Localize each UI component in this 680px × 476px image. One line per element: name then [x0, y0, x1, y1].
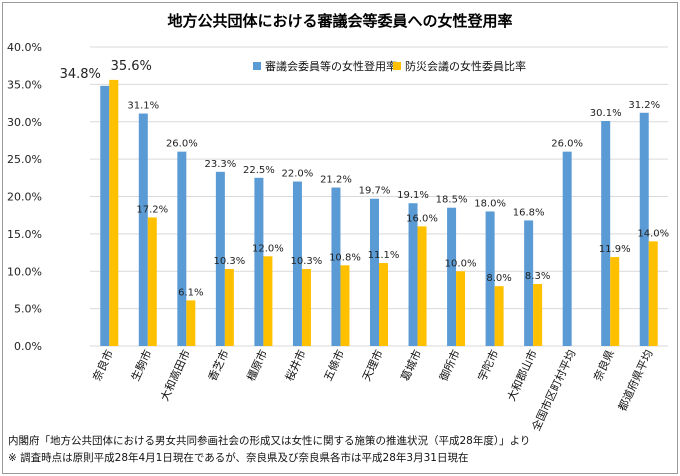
data-label: 11.1% — [368, 250, 400, 261]
x-category-label: 都道府県平均 — [615, 347, 656, 413]
data-label: 21.2% — [320, 175, 352, 186]
x-category-label: 御所市 — [436, 347, 463, 383]
bar-council-10 — [485, 211, 495, 346]
bar-disaster-7 — [379, 263, 388, 346]
chart-title: 地方公共団体における審議会等委員への女性登用率 — [167, 12, 513, 30]
bar-council-12 — [562, 151, 572, 346]
y-tick-label: 0.0% — [14, 340, 42, 353]
x-axis-categories: 奈良市 生駒市 大和高田市 香芝市 橿原市 桜井市 五條市 天理市 葛城市 御所市 宇陀市 大和郡山市… — [89, 347, 655, 433]
x-category-label: 大和高田市 — [157, 347, 193, 403]
y-tick-label: 20.0% — [7, 191, 42, 204]
survey-note: ※ 調査時点は原則平成28年4月1日現在であるが、奈良県及び奈良県各市は平成28… — [8, 452, 469, 464]
data-label: 18.0% — [474, 198, 506, 209]
data-label: 12.0% — [252, 243, 284, 254]
data-label: 30.1% — [590, 108, 622, 119]
x-category-label: 橿原市 — [243, 347, 270, 383]
data-labels: 34.8% 35.6% 31.1% 17.2% 26.0% 6.1% 23.3% 10.3% 2… — [60, 59, 670, 298]
bar-disaster-1 — [147, 217, 157, 346]
bar-council-9 — [447, 207, 457, 346]
data-label: 16.0% — [406, 213, 438, 224]
bar-council-1 — [138, 113, 148, 346]
data-label: 10.3% — [213, 256, 245, 267]
bar-disaster-2 — [186, 300, 196, 346]
bar-disaster-4 — [263, 256, 273, 346]
bar-disaster-9 — [456, 271, 466, 346]
bar-disaster-13 — [610, 257, 620, 346]
x-category-label: 天理市 — [359, 347, 386, 383]
legend-swatch — [393, 62, 401, 70]
legend: 審議会委員等の女性登用率 防災会議の女性委員比率 — [253, 59, 526, 73]
bar-council-5 — [292, 181, 302, 346]
bar-council-13 — [601, 121, 611, 346]
bar-council-3 — [215, 171, 225, 346]
data-label: 18.5% — [436, 195, 468, 206]
data-label: 8.0% — [486, 273, 511, 284]
data-label: 17.2% — [136, 204, 168, 215]
y-tick-label: 30.0% — [7, 116, 42, 129]
source-note: 内閣府「地方公共団体における男女共同参画社会の形成又は女性に関する施策の推進状況… — [8, 435, 531, 447]
bar-council-0 — [100, 85, 110, 347]
data-label: 6.1% — [178, 287, 203, 298]
data-label: 31.1% — [127, 101, 159, 112]
data-label: 34.8% — [60, 67, 101, 82]
data-label: 35.6% — [111, 59, 152, 74]
data-label: 22.0% — [282, 169, 314, 180]
legend-label: 防災会議の女性委員比率 — [405, 59, 526, 73]
bar-council-6 — [331, 187, 341, 346]
data-label: 14.0% — [637, 228, 669, 239]
y-tick-label: 40.0% — [7, 41, 42, 54]
x-category-label: 大和郡山市 — [504, 347, 540, 403]
data-label: 23.3% — [204, 159, 236, 170]
bar-council-7 — [370, 198, 379, 346]
data-label: 31.2% — [628, 100, 660, 111]
bar-disaster-5 — [301, 269, 311, 346]
data-label: 10.0% — [445, 258, 477, 269]
x-category-label: 桜井市 — [282, 347, 309, 383]
x-category-label: 奈良市 — [89, 347, 116, 383]
bar-disaster-10 — [494, 286, 504, 346]
y-axis: 0.0% 5.0% 10.0% 15.0% 20.0% 25.0% 30.0% 35.0% 40… — [7, 41, 42, 353]
legend-swatch — [253, 62, 261, 70]
data-label: 26.0% — [551, 139, 583, 150]
data-label: 10.8% — [329, 252, 361, 263]
bar-disaster-6 — [340, 265, 350, 346]
x-category-label: 宇陀市 — [475, 347, 502, 383]
bar-council-11 — [524, 220, 534, 346]
x-category-label: 香芝市 — [205, 347, 232, 383]
bar-disaster-11 — [533, 283, 543, 346]
bar-disaster-8 — [417, 226, 427, 346]
x-category-label: 葛城市 — [398, 347, 425, 383]
y-tick-label: 15.0% — [7, 228, 42, 241]
bar-council-4 — [254, 177, 264, 346]
data-label: 19.1% — [397, 190, 429, 201]
x-category-label: 奈良県 — [590, 347, 617, 383]
bar-disaster-3 — [224, 269, 234, 346]
bar-council-14 — [639, 112, 649, 346]
bar-disaster-14 — [648, 241, 658, 346]
legend-label: 審議会委員等の女性登用率 — [265, 59, 397, 73]
data-label: 10.3% — [291, 256, 323, 267]
x-category-label: 五條市 — [321, 347, 348, 383]
y-tick-label: 10.0% — [7, 265, 42, 278]
y-tick-label: 5.0% — [14, 303, 42, 316]
bar-council-2 — [177, 151, 187, 346]
x-category-label: 生駒市 — [128, 347, 155, 383]
data-label: 22.5% — [243, 165, 275, 176]
data-label: 11.9% — [599, 244, 631, 255]
data-label: 19.7% — [359, 186, 391, 197]
bar-disaster-0 — [109, 79, 119, 346]
bars — [100, 79, 658, 347]
y-tick-label: 25.0% — [7, 153, 42, 166]
y-tick-label: 35.0% — [7, 78, 42, 91]
data-label: 26.0% — [166, 139, 198, 150]
data-label: 8.3% — [525, 271, 550, 282]
data-label: 16.8% — [513, 207, 545, 218]
bar-council-8 — [408, 203, 418, 346]
